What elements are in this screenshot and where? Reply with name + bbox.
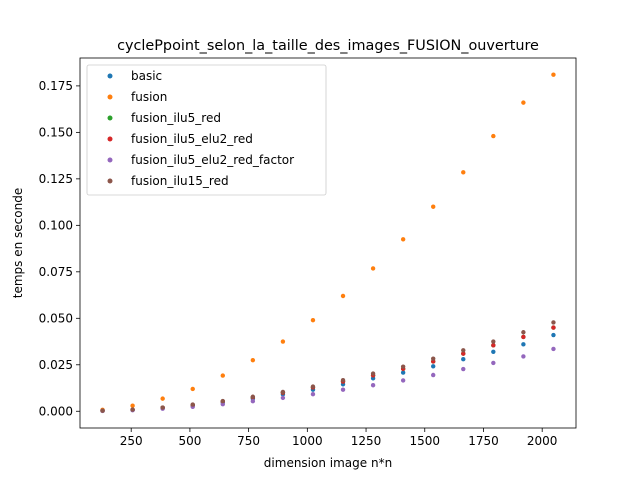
legend-marker: [107, 136, 113, 142]
data-point: [491, 349, 496, 354]
legend-marker: [107, 73, 113, 79]
data-point: [491, 339, 496, 344]
data-point: [400, 378, 406, 383]
legend-label: fusion: [131, 90, 167, 104]
x-tick-label: 1250: [351, 434, 382, 448]
data-point: [370, 371, 376, 376]
legend-box: [86, 64, 327, 196]
data-point: [190, 386, 195, 392]
data-points: [100, 72, 556, 414]
legend-label: fusion_ilu5_elu2_red_factor: [131, 153, 294, 167]
data-point: [491, 360, 496, 366]
data-point: [461, 348, 466, 353]
series-fusion_ilu15_red: [100, 320, 556, 413]
data-point: [250, 394, 256, 399]
data-point: [551, 320, 556, 325]
data-point: [310, 384, 316, 389]
legend-marker: [107, 157, 113, 163]
data-point: [400, 237, 406, 242]
data-point: [310, 317, 316, 323]
y-axis-label: temps en seconde: [11, 188, 25, 298]
y-tick-label: 0.100: [39, 218, 73, 232]
data-point: [400, 370, 406, 375]
data-point: [491, 343, 496, 348]
y-tick-label: 0.025: [39, 358, 73, 372]
data-point: [521, 100, 526, 105]
data-point: [130, 403, 135, 408]
data-point: [521, 330, 526, 335]
data-point: [220, 373, 225, 378]
data-point: [250, 399, 256, 404]
y-tick-label: 0.050: [39, 311, 73, 325]
legend-label: basic: [131, 69, 162, 83]
x-tick-label: 750: [237, 434, 260, 448]
data-point: [461, 351, 466, 356]
y-tick-label: 0.150: [39, 125, 73, 139]
data-point: [461, 357, 466, 362]
data-point: [370, 383, 376, 388]
data-point: [160, 405, 165, 410]
x-tick-label: 1500: [409, 434, 440, 448]
data-point: [310, 391, 316, 397]
y-tick-label: 0.125: [39, 172, 73, 186]
x-tick-label: 1750: [468, 434, 499, 448]
x-tick-label: 1000: [292, 434, 323, 448]
x-axis-ticks: 250 500 750 1000 1250 1500 1750 2000: [120, 428, 558, 448]
data-point: [461, 366, 466, 372]
data-point: [431, 356, 436, 361]
data-point: [491, 133, 496, 139]
data-point: [340, 293, 346, 299]
data-point: [340, 387, 346, 392]
data-point: [551, 346, 556, 352]
x-tick-label: 2000: [527, 434, 558, 448]
legend-label: fusion_ilu5_red: [131, 111, 221, 125]
legend-marker: [107, 94, 113, 100]
legend: basic fusion fusion_ilu5_red fusion_ilu5_el…: [86, 64, 327, 196]
data-point: [431, 204, 436, 209]
data-point: [431, 372, 436, 378]
data-point: [220, 398, 225, 404]
data-point: [100, 408, 105, 413]
data-point: [521, 354, 526, 359]
data-point: [250, 357, 256, 363]
legend-label: fusion_ilu5_elu2_red: [131, 132, 253, 146]
x-tick-label: 250: [120, 434, 143, 448]
data-point: [160, 396, 165, 401]
data-point: [551, 72, 556, 77]
data-point: [551, 332, 556, 338]
data-point: [190, 402, 195, 407]
data-point: [551, 325, 556, 330]
data-point: [130, 407, 135, 412]
data-point: [370, 266, 376, 271]
plot-area-frame: [79, 57, 577, 429]
y-tick-label: 0.175: [39, 79, 73, 93]
x-tick-label: 500: [178, 434, 201, 448]
chart-title: cyclePpoint_selon_la_taille_des_images_F…: [117, 38, 539, 54]
data-point: [280, 339, 286, 344]
data-point: [521, 334, 526, 340]
data-point: [280, 389, 286, 395]
data-point: [220, 402, 225, 407]
data-point: [461, 170, 466, 175]
legend-marker: [107, 115, 113, 121]
data-point: [431, 364, 436, 369]
data-point: [340, 378, 346, 383]
data-point: [280, 395, 286, 401]
y-tick-label: 0.000: [39, 404, 73, 418]
x-axis-label: dimension image n*n: [264, 456, 392, 470]
data-point: [400, 364, 406, 369]
y-tick-label: 0.075: [39, 265, 73, 279]
y-axis-ticks: 0.000 0.025 0.050 0.075 0.100 0.125 0.150 0.175: [39, 79, 80, 418]
legend-label: fusion_ilu15_red: [131, 174, 229, 188]
data-point: [521, 342, 526, 347]
legend-marker: [107, 178, 113, 184]
